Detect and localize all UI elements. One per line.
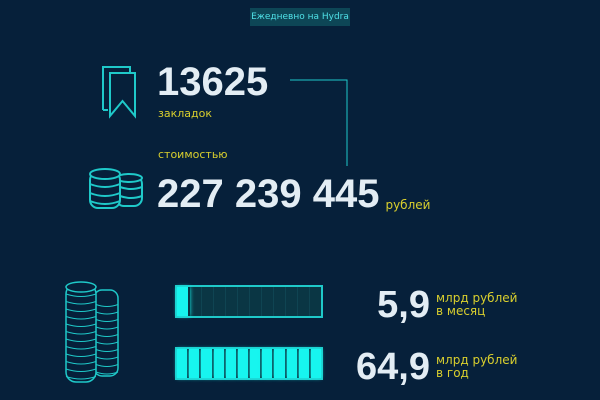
bar-segment xyxy=(262,287,274,316)
bar-segment xyxy=(274,287,286,316)
cost-value: 227 239 445 xyxy=(157,172,380,216)
yearly-unit-line1: млрд рублей xyxy=(436,353,518,367)
monthly-progress-bar xyxy=(175,285,323,318)
monthly-row: 5,9 млрд рублей в месяц xyxy=(377,286,536,324)
bar-segment xyxy=(214,287,226,316)
monthly-unit: млрд рублей в месяц xyxy=(436,292,536,318)
yearly-progress-bar xyxy=(175,347,323,380)
bar-segment xyxy=(189,349,202,378)
bar-segment xyxy=(310,287,321,316)
bar-segment xyxy=(237,349,251,378)
yearly-unit: млрд рублей в год xyxy=(436,354,536,380)
bar-segment xyxy=(298,287,310,316)
bar-segment xyxy=(274,349,287,378)
monthly-unit-line1: млрд рублей xyxy=(436,291,518,305)
bar-segment xyxy=(225,349,238,378)
bookmarks-label: закладок xyxy=(158,107,212,120)
coins-icon xyxy=(89,168,143,209)
bar-segment xyxy=(286,287,298,316)
bookmark-icon xyxy=(102,66,136,119)
bar-segment xyxy=(262,349,275,378)
monthly-value: 5,9 xyxy=(377,284,430,326)
yearly-value: 64,9 xyxy=(356,346,430,388)
bar-segment xyxy=(286,349,299,378)
bar-segment xyxy=(201,349,214,378)
connector-line xyxy=(290,79,348,166)
bar-segment xyxy=(177,287,190,316)
cost-unit: рублей xyxy=(385,198,431,212)
bar-segment xyxy=(213,349,226,378)
yearly-unit-line2: в год xyxy=(436,366,469,380)
bar-segment xyxy=(310,349,322,378)
coin-stack-icon xyxy=(65,281,119,383)
bookmarks-count: 13625 xyxy=(157,60,269,104)
bar-segment xyxy=(238,287,250,316)
bar-segment xyxy=(298,349,311,378)
bar-segment xyxy=(202,287,214,316)
yearly-row: 64,9 млрд рублей в год xyxy=(356,348,536,386)
monthly-unit-line2: в месяц xyxy=(436,304,486,318)
cost-row: 227 239 445 рублей xyxy=(157,174,430,214)
cost-label: стоимостью xyxy=(158,148,228,161)
bar-segment xyxy=(190,287,202,316)
bar-segment xyxy=(250,349,263,378)
bar-segment xyxy=(226,287,238,316)
bar-segment xyxy=(177,349,190,378)
header-badge: Ежедневно на Hydra xyxy=(250,8,350,26)
bar-segment xyxy=(250,287,262,316)
